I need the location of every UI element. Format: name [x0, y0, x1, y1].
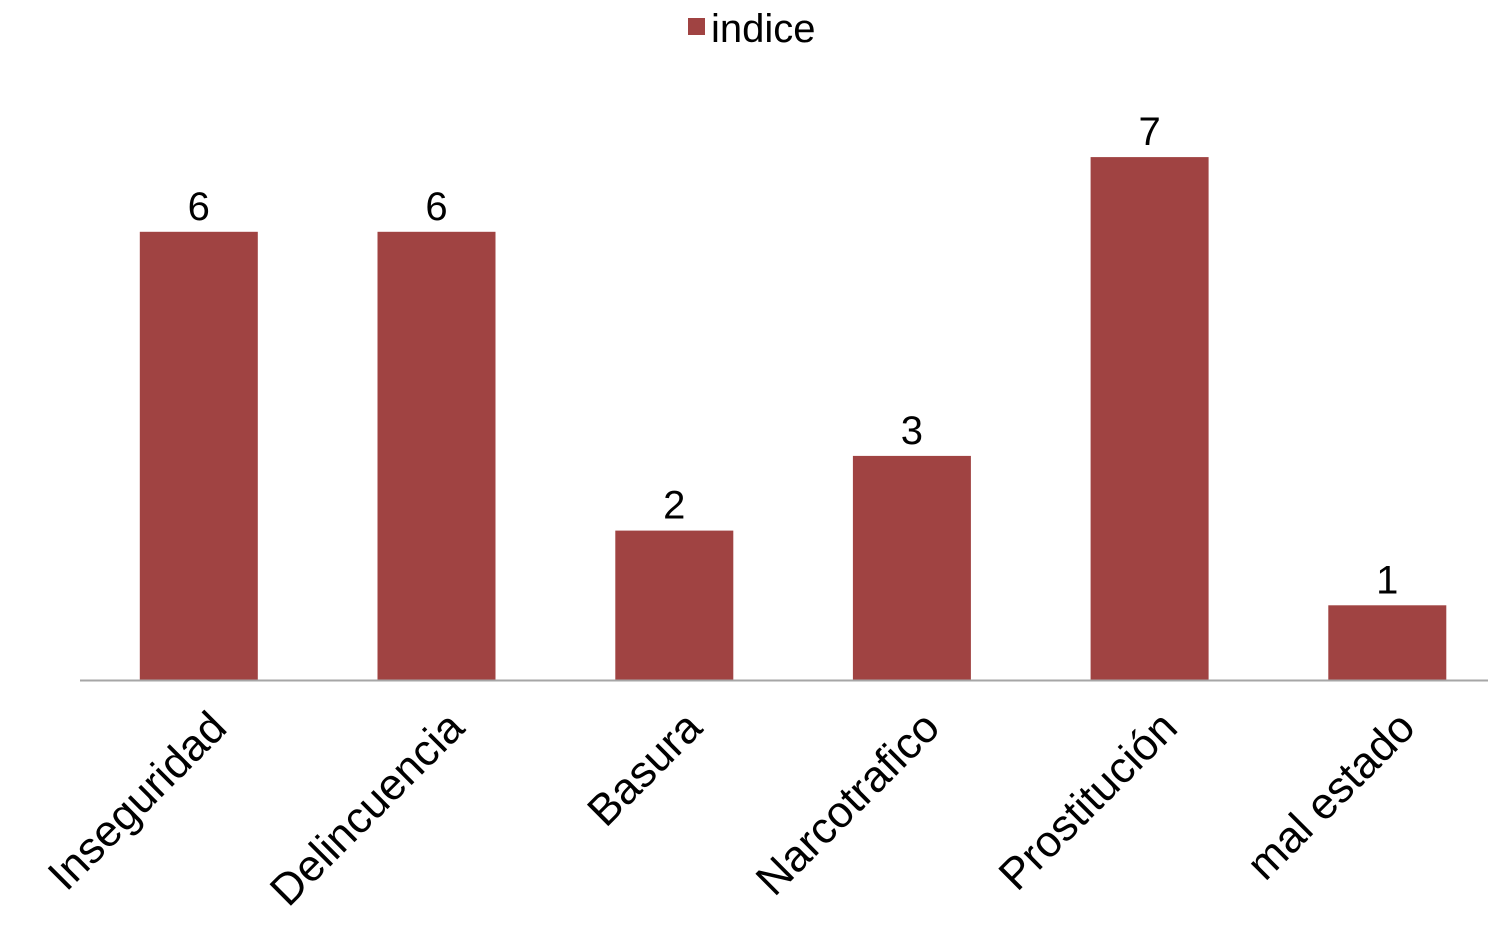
data-labels-group: 6 6 2 3 7 1	[188, 110, 1399, 602]
data-label-inseguridad: 6	[188, 185, 210, 229]
bars-group	[139, 157, 1447, 681]
bar-prostitución	[1090, 157, 1209, 681]
legend-label-indice: indice	[711, 7, 816, 51]
x-tick-label-narcotrafico: Narcotrafico	[747, 702, 949, 904]
x-tick-label-prostitución: Prostitución	[990, 702, 1187, 899]
x-tick-label-mal-estado: mal estado	[1238, 702, 1425, 889]
data-label-delincuencia: 6	[425, 185, 447, 229]
data-label-prostitución: 7	[1138, 110, 1160, 154]
x-tick-labels-group: Inseguridad Delincuencia Basura Narcotrafic…	[39, 702, 1425, 915]
bar-basura	[615, 530, 734, 680]
x-tick-label-inseguridad: Inseguridad	[39, 702, 236, 899]
legend: indice	[688, 7, 816, 51]
x-tick-label-basura: Basura	[578, 702, 712, 836]
bar-narcotrafico	[852, 455, 971, 680]
data-label-narcotrafico: 3	[901, 409, 923, 453]
data-label-mal-estado: 1	[1376, 558, 1398, 602]
data-label-basura: 2	[663, 484, 685, 528]
legend-swatch	[688, 18, 705, 35]
bar-delincuencia	[377, 231, 496, 681]
bar-mal-estado	[1328, 605, 1447, 680]
x-tick-label-delincuencia: Delincuencia	[261, 702, 474, 915]
bar-inseguridad	[139, 231, 258, 681]
